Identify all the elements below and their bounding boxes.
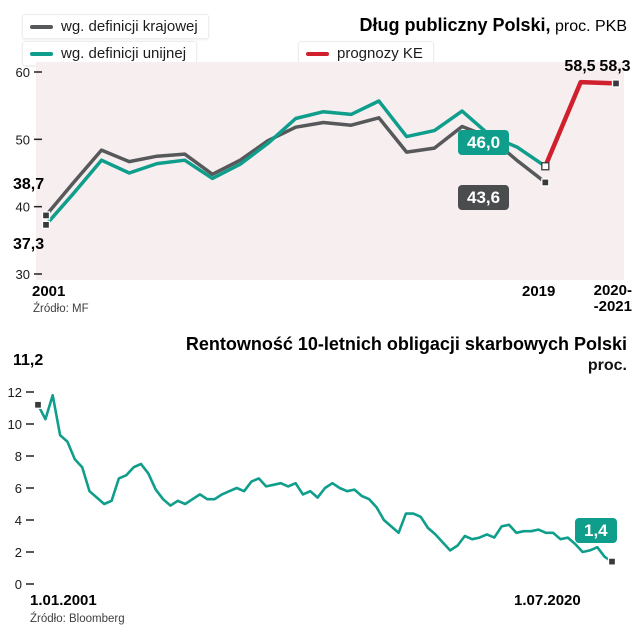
x-label-2019: 2019	[522, 283, 556, 300]
svg-text:30: 30	[16, 267, 30, 282]
svg-text:4: 4	[15, 513, 22, 528]
x-label-2001: 2001	[32, 283, 66, 300]
yield-chart-canvas: 12 10 8 6 4 2 0	[8, 385, 617, 592]
source-bloomberg: Źródło: Bloomberg	[30, 613, 125, 625]
x-label-forecast: 2020- -2021	[576, 283, 632, 315]
svg-text:40: 40	[16, 200, 30, 215]
svg-text:8: 8	[15, 449, 22, 464]
svg-text:2: 2	[15, 545, 22, 560]
x-label-forecast-line2: -2021	[593, 298, 632, 315]
legend-label-forecast: prognozy KE	[337, 45, 423, 62]
yield-chart-title-unit: proc.	[587, 357, 627, 374]
legend-item-national-definition: wg. definicji krajowej	[22, 14, 209, 39]
teal-line-swatch-icon	[30, 51, 53, 56]
debt-chart-title-main: Dług publiczny Polski,	[359, 15, 551, 35]
legend-label-national: wg. definicji krajowej	[61, 18, 198, 35]
svg-text:0: 0	[15, 577, 22, 592]
red-line-swatch-icon	[306, 51, 329, 56]
svg-text:6: 6	[15, 481, 22, 496]
label-yield-start: 11,2	[13, 352, 44, 369]
badge-debt-national-2019: 43,6	[458, 185, 510, 210]
label-forecast-2021: 58,3	[599, 58, 631, 75]
legend-label-eu: wg. definicji unijnej	[61, 45, 187, 62]
svg-text:12: 12	[8, 385, 22, 400]
x-label-yield-start: 1.01.2001	[30, 592, 97, 609]
gray-line-swatch-icon	[30, 24, 53, 29]
badge-debt-eu-2019: 46,0	[458, 130, 510, 155]
debt-chart-canvas: 60 50 40 30	[16, 62, 624, 282]
svg-text:60: 60	[16, 65, 30, 80]
svg-text:50: 50	[16, 132, 30, 147]
x-label-yield-end: 1.07.2020	[514, 592, 581, 609]
svg-text:10: 10	[8, 417, 22, 432]
badge-yield-end: 1,4	[575, 518, 617, 543]
x-label-forecast-line1: 2020-	[593, 282, 632, 299]
debt-chart-title: Dług publiczny Polski, proc. PKB	[359, 15, 627, 36]
yield-chart-title: Rentowność 10-letnich obligacji skarbowy…	[186, 334, 627, 375]
yield-chart-title-main: Rentowność 10-letnich obligacji skarbowy…	[185, 334, 627, 354]
source-mf: Źródło: MF	[33, 303, 89, 315]
label-debt-eu-2001: 37,3	[13, 236, 45, 253]
label-forecast-2020: 58,5	[564, 58, 596, 75]
label-debt-national-2001: 38,7	[13, 176, 45, 193]
debt-chart-title-unit: proc. PKB	[550, 18, 627, 35]
